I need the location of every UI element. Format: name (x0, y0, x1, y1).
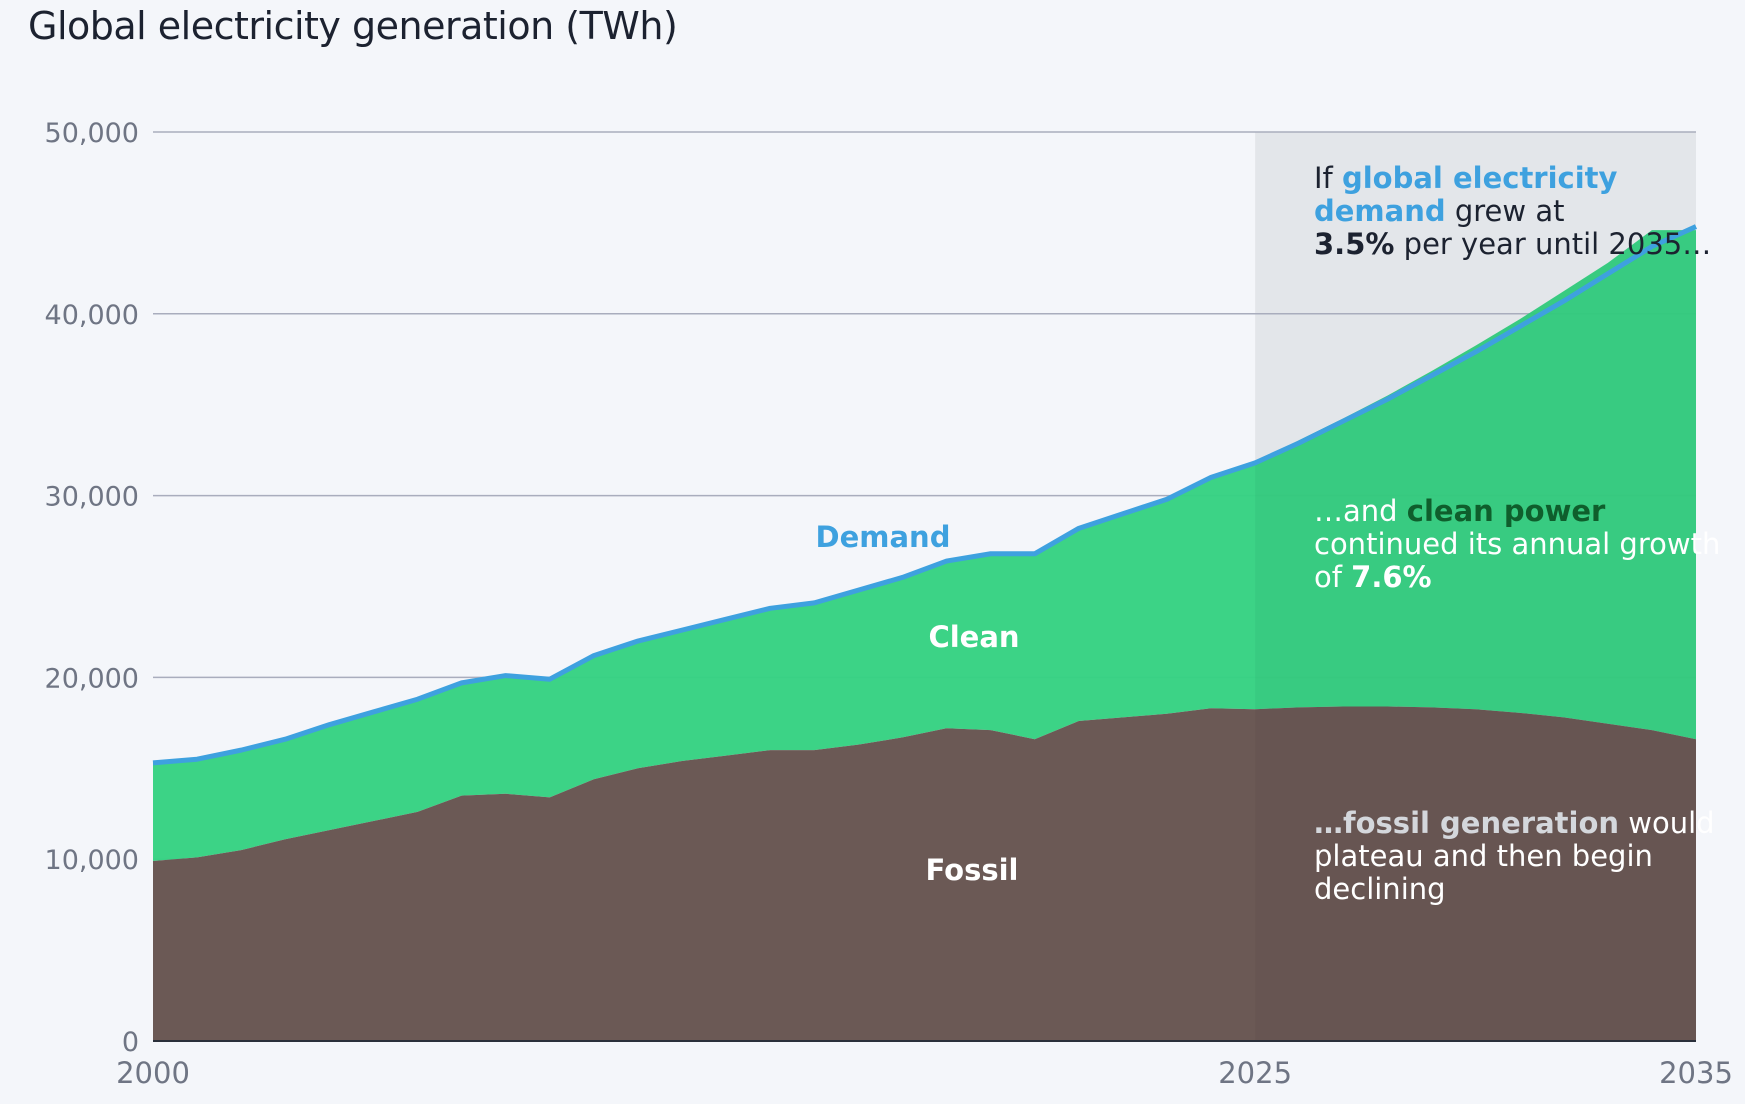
x-tick-label: 2025 (1218, 1056, 1292, 1090)
clean-area (153, 230, 1696, 862)
series-label-fossil: Fossil (926, 853, 1019, 887)
series-label-demand: Demand (816, 520, 951, 554)
y-tick-label: 40,000 (45, 300, 139, 331)
fossil-area (153, 706, 1696, 1041)
demand-line (152, 224, 1698, 766)
fossil-annotation: …fossil generation would plateau and the… (1314, 806, 1715, 906)
series-label-clean: Clean (928, 620, 1019, 654)
y-tick-label: 50,000 (45, 118, 139, 149)
y-tick-label: 0 (122, 1027, 139, 1058)
clean-annotation: …and clean power continued its annual gr… (1314, 494, 1721, 594)
y-tick-label: 30,000 (45, 482, 139, 513)
chart-title: Global electricity generation (TWh) (28, 4, 678, 48)
demand-annotation: If global electricity demand grew at 3.5… (1314, 161, 1712, 261)
y-tick-label: 10,000 (45, 845, 139, 876)
x-tick-label: 2035 (1659, 1056, 1733, 1090)
y-tick-label: 20,000 (45, 663, 139, 694)
x-tick-label: 2000 (116, 1056, 190, 1090)
